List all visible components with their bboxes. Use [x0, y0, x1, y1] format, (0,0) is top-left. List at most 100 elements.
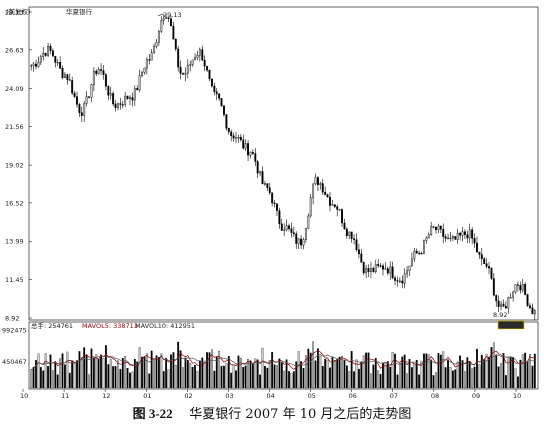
- volume-tick-label: 450467: [2, 358, 27, 366]
- volume-bar: [172, 352, 175, 389]
- candle-body: [220, 98, 223, 107]
- volume-bar: [150, 350, 153, 389]
- candle-body: [83, 103, 86, 116]
- volume-bar: [403, 354, 406, 389]
- candle-body: [398, 280, 401, 282]
- candle-body: [242, 139, 245, 149]
- volume-bar: [68, 372, 71, 389]
- volume-bar: [203, 360, 206, 389]
- candle-body: [516, 284, 519, 286]
- volume-bar: [88, 374, 90, 389]
- candle-body: [280, 223, 283, 231]
- price-tick-label: 26.63: [5, 46, 24, 54]
- volume-bar: [529, 354, 531, 389]
- candle-body: [244, 143, 247, 149]
- candle-body: [59, 62, 62, 69]
- candle-body: [449, 237, 452, 240]
- volume-bar: [408, 358, 411, 389]
- candle-body: [206, 65, 209, 71]
- volume-bar: [167, 369, 170, 389]
- volume-bar: [225, 363, 228, 389]
- candle-body: [345, 228, 348, 236]
- volume-bar: [155, 355, 158, 389]
- volume-bar: [321, 365, 324, 389]
- candle-body: [153, 46, 156, 53]
- candle-body: [247, 143, 250, 156]
- volume-bar: [47, 366, 49, 389]
- candle-body: [425, 237, 428, 241]
- candle-body: [121, 104, 124, 106]
- volume-bar: [492, 342, 495, 389]
- candle-body: [227, 128, 230, 133]
- candle-body: [531, 307, 534, 315]
- volume-bar: [107, 364, 110, 389]
- candle-body: [167, 17, 170, 19]
- candle-body: [232, 135, 235, 139]
- candle-body: [473, 238, 476, 244]
- candle-body: [519, 285, 522, 291]
- volume-bar: [396, 374, 399, 389]
- candle-body: [196, 54, 199, 58]
- volume-bar: [490, 347, 493, 389]
- volume-bar: [526, 361, 529, 389]
- volume-bar: [449, 367, 452, 389]
- candle-body: [454, 236, 457, 240]
- candle-body: [251, 151, 254, 154]
- volume-bar: [439, 354, 442, 389]
- candle-body: [478, 252, 481, 255]
- volume-bar: [244, 365, 247, 389]
- candle-body: [261, 171, 264, 185]
- volume-bar: [117, 360, 119, 389]
- candle-body: [143, 67, 146, 73]
- volume-bar: [136, 361, 139, 389]
- volume-bar: [30, 369, 33, 389]
- candle-body: [208, 70, 211, 80]
- volume-bar: [191, 366, 194, 389]
- volume-bar: [56, 374, 59, 389]
- volume-bar: [533, 353, 536, 389]
- volume-bar: [329, 367, 331, 389]
- candle-body: [225, 114, 228, 129]
- volume-bar: [109, 358, 112, 389]
- candle-body: [73, 92, 76, 97]
- volume-bar: [372, 364, 375, 389]
- volume-bar: [285, 359, 288, 389]
- volume-bar: [435, 372, 437, 389]
- candle-body: [341, 209, 343, 224]
- candle-body: [372, 267, 375, 272]
- candle-body: [30, 65, 33, 67]
- volume-bar: [273, 364, 276, 389]
- candle-body: [314, 177, 317, 185]
- candle-body: [273, 202, 276, 204]
- volume-bar: [307, 348, 310, 389]
- candle-body: [403, 273, 406, 284]
- candle-body: [276, 203, 278, 211]
- volume-bar: [51, 370, 54, 389]
- candle-body: [266, 183, 269, 188]
- candle-body: [374, 264, 377, 272]
- candle-body: [230, 131, 233, 137]
- volume-bar: [466, 357, 469, 389]
- candle-body: [124, 95, 127, 105]
- volume-bar: [126, 368, 129, 389]
- volume-bar: [182, 367, 184, 389]
- candle-body: [104, 74, 107, 87]
- candle-body: [507, 297, 510, 309]
- volume-bar: [165, 357, 168, 389]
- candle-body: [483, 258, 486, 264]
- volume-bar: [148, 373, 151, 389]
- volume-bar: [162, 371, 165, 389]
- candle-body: [447, 237, 449, 240]
- volume-bar: [382, 363, 384, 389]
- volume-bar: [211, 349, 213, 389]
- candle-body: [435, 226, 437, 231]
- candle-body: [295, 233, 298, 244]
- volume-bar: [451, 370, 454, 389]
- time-tick-label: 04: [267, 392, 275, 400]
- candle-body: [235, 137, 237, 139]
- candle-body: [263, 183, 266, 185]
- candle-body: [420, 253, 423, 255]
- volume-bar: [521, 354, 524, 389]
- candle-body: [526, 294, 529, 306]
- volume-bar: [141, 356, 143, 389]
